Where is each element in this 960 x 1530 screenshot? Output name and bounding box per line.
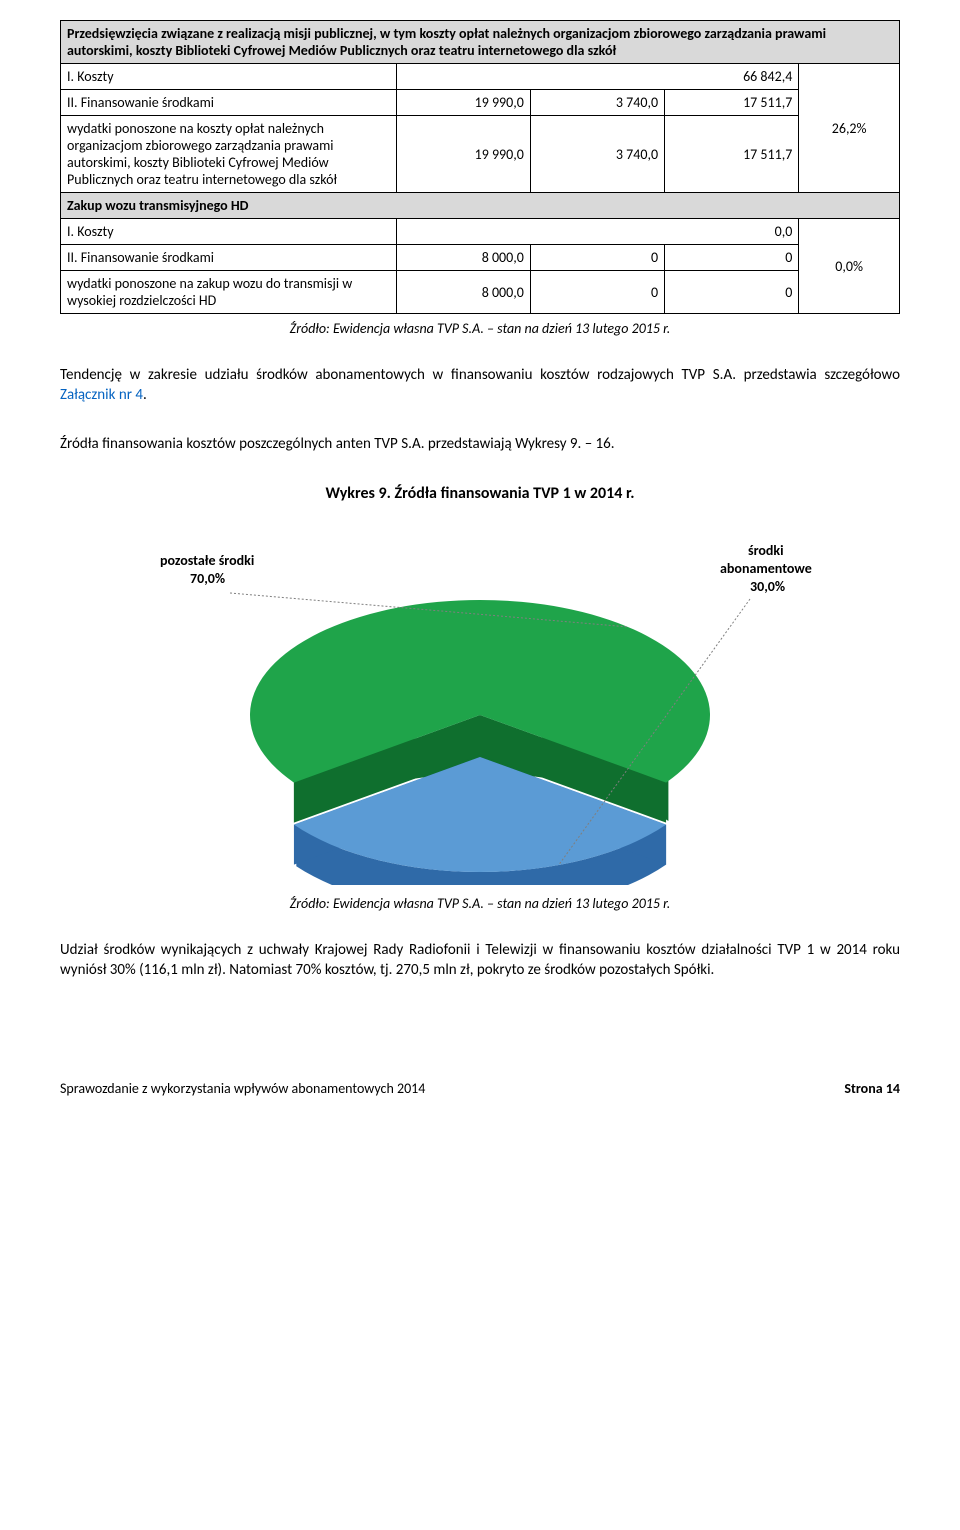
- row-value: 0: [530, 245, 664, 271]
- row-label: I. Koszty: [61, 219, 397, 245]
- paragraph-3: Udział środków wynikających z uchwały Kr…: [60, 940, 900, 981]
- row-value: 0: [665, 245, 799, 271]
- row-label: II. Finansowanie środkami: [61, 245, 397, 271]
- svg-text:środkiabonamentowe30,0%: środkiabonamentowe30,0%: [720, 542, 812, 595]
- row-value: 17 511,7: [665, 90, 799, 116]
- pie-chart-svg: pozostałe środki70,0% środkiabonamentowe3…: [100, 525, 860, 885]
- table-row: II. Finansowanie środkami 19 990,0 3 740…: [61, 90, 900, 116]
- attachment-link[interactable]: Załącznik nr 4: [60, 386, 143, 404]
- row-value: 0,0: [396, 219, 799, 245]
- para1-text-b: .: [143, 386, 147, 404]
- footer-right: Strona 14: [844, 1080, 900, 1097]
- pie-chart: pozostałe środki70,0% środkiabonamentowe3…: [60, 525, 900, 885]
- row-value: 3 740,0: [530, 116, 664, 193]
- row-label: wydatki ponoszone na zakup wozu do trans…: [61, 271, 397, 314]
- row-label: wydatki ponoszone na koszty opłat należn…: [61, 116, 397, 193]
- table-row: I. Koszty 66 842,4 26,2%: [61, 64, 900, 90]
- section2-header: Zakup wozu transmisyjnego HD: [61, 193, 900, 219]
- table-row: wydatki ponoszone na koszty opłat należn…: [61, 116, 900, 193]
- row-value: 66 842,4: [396, 64, 799, 90]
- chart-title: Wykres 9. Źródła finansowania TVP 1 w 20…: [60, 484, 900, 503]
- pct-cell: 0,0%: [799, 219, 900, 314]
- section1-header: Przedsięwzięcia związane z realizacją mi…: [61, 21, 900, 64]
- chart-source-line: Źródło: Ewidencja własna TVP S.A. – stan…: [60, 895, 900, 912]
- row-value: 8 000,0: [396, 245, 530, 271]
- row-value: 17 511,7: [665, 116, 799, 193]
- row-label: I. Koszty: [61, 64, 397, 90]
- source-line: Źródło: Ewidencja własna TVP S.A. – stan…: [60, 320, 900, 337]
- row-value: 0: [665, 271, 799, 314]
- page-footer: Sprawozdanie z wykorzystania wpływów abo…: [60, 1080, 900, 1097]
- table-row: wydatki ponoszone na zakup wozu do trans…: [61, 271, 900, 314]
- table-section-header: Przedsięwzięcia związane z realizacją mi…: [61, 21, 900, 64]
- paragraph-2: Źródła finansowania kosztów poszczególny…: [60, 434, 900, 454]
- footer-left: Sprawozdanie z wykorzystania wpływów abo…: [60, 1080, 425, 1097]
- row-label: II. Finansowanie środkami: [61, 90, 397, 116]
- para1-text-a: Tendencję w zakresie udziału środków abo…: [60, 366, 900, 384]
- row-value: 19 990,0: [396, 90, 530, 116]
- table-section-header: Zakup wozu transmisyjnego HD: [61, 193, 900, 219]
- svg-text:pozostałe środki70,0%: pozostałe środki70,0%: [160, 552, 254, 587]
- pct-cell: 26,2%: [799, 64, 900, 193]
- paragraph-1: Tendencję w zakresie udziału środków abo…: [60, 365, 900, 406]
- row-value: 3 740,0: [530, 90, 664, 116]
- row-value: 19 990,0: [396, 116, 530, 193]
- row-value: 8 000,0: [396, 271, 530, 314]
- data-table: Przedsięwzięcia związane z realizacją mi…: [60, 20, 900, 314]
- table-row: I. Koszty 0,0 0,0%: [61, 219, 900, 245]
- row-value: 0: [530, 271, 664, 314]
- table-row: II. Finansowanie środkami 8 000,0 0 0: [61, 245, 900, 271]
